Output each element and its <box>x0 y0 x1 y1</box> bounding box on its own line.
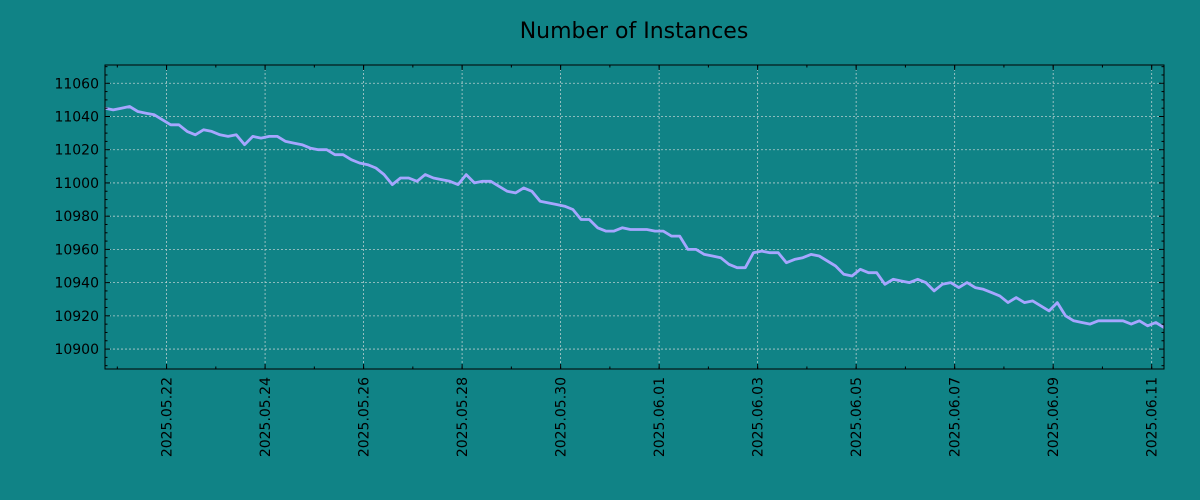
y-tick-label: 10920 <box>54 309 99 325</box>
x-tick-label: 2025.05.30 <box>554 377 570 457</box>
y-tick-label: 10980 <box>54 209 99 225</box>
chart-title: Number of Instances <box>520 19 749 44</box>
x-tick-label: 2025.06.07 <box>948 377 964 457</box>
x-tick-label: 2025.06.01 <box>652 377 668 457</box>
series-line <box>105 105 1164 329</box>
plot-frame <box>104 64 1165 370</box>
x-tick-label: 2025.05.24 <box>258 377 274 457</box>
x-tick-label: 2025.06.03 <box>751 377 767 457</box>
series-layer <box>105 105 1164 329</box>
y-axis-tick-labels: 10900 10920 10940 10960 10980 11000 11020 11040… <box>54 76 99 358</box>
y-tick-label: 11060 <box>54 76 99 92</box>
x-tick-label: 2025.06.05 <box>849 377 865 457</box>
x-axis-tick-labels: 2025.05.22 2025.05.24 2025.05.26 2025.05.28… <box>160 377 1161 457</box>
x-tick-label: 2025.05.26 <box>357 377 373 457</box>
grid <box>105 65 1164 369</box>
x-tick-label: 2025.05.28 <box>455 377 471 457</box>
y-tick-label: 10900 <box>54 342 99 358</box>
x-tick-label: 2025.06.09 <box>1046 377 1062 457</box>
y-tick-label: 10960 <box>54 242 99 258</box>
y-tick-label: 10940 <box>54 276 99 292</box>
y-tick-label: 11040 <box>54 109 99 125</box>
x-tick-label: 2025.05.22 <box>160 377 176 457</box>
y-tick-label: 11000 <box>54 176 99 192</box>
x-tick-label: 2025.06.11 <box>1145 377 1161 457</box>
ticks <box>105 65 1164 369</box>
y-tick-label: 11020 <box>54 143 99 159</box>
